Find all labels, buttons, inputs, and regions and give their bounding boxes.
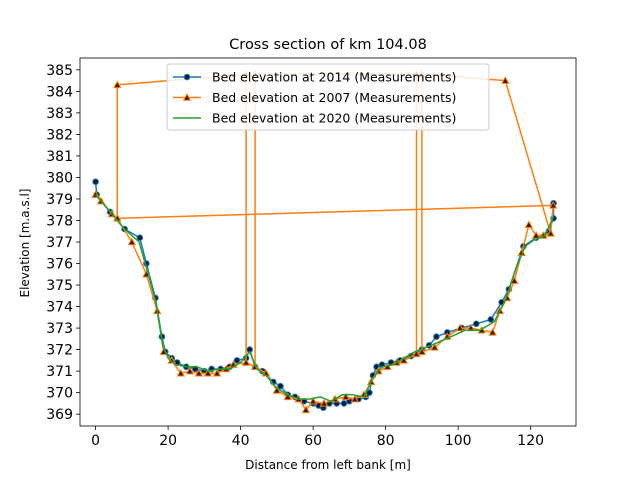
data-point-s2 <box>283 392 293 401</box>
data-point-s2 <box>319 398 329 407</box>
data-point-s2 <box>308 396 318 405</box>
x-tick-label: 120 <box>517 433 544 449</box>
data-point-s1 <box>433 333 440 340</box>
y-tick-label: 385 <box>46 63 73 79</box>
data-point-s2 <box>417 347 427 355</box>
data-point-s1 <box>487 316 495 323</box>
y-axis-label: Elevation [m.a.s.l] <box>18 189 32 298</box>
y-tick-label: 379 <box>46 192 73 208</box>
data-point-s2 <box>412 349 421 358</box>
data-point-s2 <box>488 327 497 336</box>
legend-label-2: Bed elevation at 2007 (Measurements) <box>212 90 456 105</box>
y-tick-label: 370 <box>46 386 73 402</box>
data-point-s1 <box>472 320 480 328</box>
axes: 0 20 40 60 80 100 120 369 370 371 372 373 374 375 376 3… <box>46 57 577 449</box>
x-tick-label: 0 <box>91 433 100 449</box>
legend-marker-2 <box>182 93 192 101</box>
y-tick-label: 369 <box>46 407 73 423</box>
legend-label-1: Bed elevation at 2014 (Measurements) <box>212 70 456 85</box>
data-point-s2 <box>212 368 222 377</box>
data-point-s2 <box>548 200 558 209</box>
data-point-s1 <box>340 400 348 407</box>
data-point-s1 <box>277 382 284 390</box>
y-tick-label: 377 <box>46 235 73 251</box>
data-point-s2 <box>430 343 439 351</box>
x-tick-label: 80 <box>377 433 395 449</box>
data-point-s1 <box>92 178 99 186</box>
x-axis-label: Distance from left bank [m] <box>245 458 411 472</box>
y-tick-label: 375 <box>46 278 73 294</box>
x-tick-label: 20 <box>159 433 177 449</box>
x-tick-label: 40 <box>232 433 250 449</box>
data-point-s2 <box>127 237 137 246</box>
y-tick-label: 374 <box>46 300 73 316</box>
y-tick-label: 378 <box>46 213 73 229</box>
y-tick-label: 380 <box>46 170 73 186</box>
data-point-s2 <box>301 405 311 414</box>
data-point-s2 <box>203 368 213 377</box>
data-point-s2 <box>241 358 251 366</box>
data-point-s2 <box>176 368 186 377</box>
data-point-s2 <box>194 368 204 377</box>
y-tick-label: 381 <box>46 149 73 165</box>
x-tick-label: 100 <box>445 433 472 449</box>
y-tick-label: 373 <box>46 321 73 337</box>
y-tick-label: 382 <box>46 127 73 143</box>
data-point-s1 <box>233 357 241 364</box>
y-tick-label: 383 <box>46 106 73 122</box>
data-point-s2 <box>546 228 555 237</box>
legend: Bed elevation at 2014 (Measurements) Bed … <box>166 63 490 131</box>
y-tick-label: 371 <box>46 364 73 380</box>
series-line-3 <box>95 194 555 403</box>
data-point-s2 <box>531 231 541 239</box>
y-tick-label: 372 <box>46 343 73 359</box>
data-point-s2 <box>113 80 122 89</box>
data-point-s2 <box>501 76 510 84</box>
series-group <box>91 69 558 414</box>
y-tick-label: 384 <box>46 84 73 100</box>
x-tick-label: 60 <box>304 433 322 449</box>
data-point-s1 <box>136 234 144 241</box>
data-point-s2 <box>185 366 195 375</box>
legend-label-3: Bed elevation at 2020 (Measurements) <box>212 111 456 126</box>
data-point-s2 <box>524 220 534 229</box>
legend-marker-1 <box>183 73 191 81</box>
plot-area <box>91 69 558 414</box>
data-point-s2 <box>455 323 465 332</box>
data-point-s2 <box>341 392 351 401</box>
y-tick-label: 376 <box>46 257 73 273</box>
data-point-s2 <box>350 394 360 403</box>
chart-title: Cross section of km 104.08 <box>229 37 427 53</box>
legend-box <box>166 63 490 131</box>
